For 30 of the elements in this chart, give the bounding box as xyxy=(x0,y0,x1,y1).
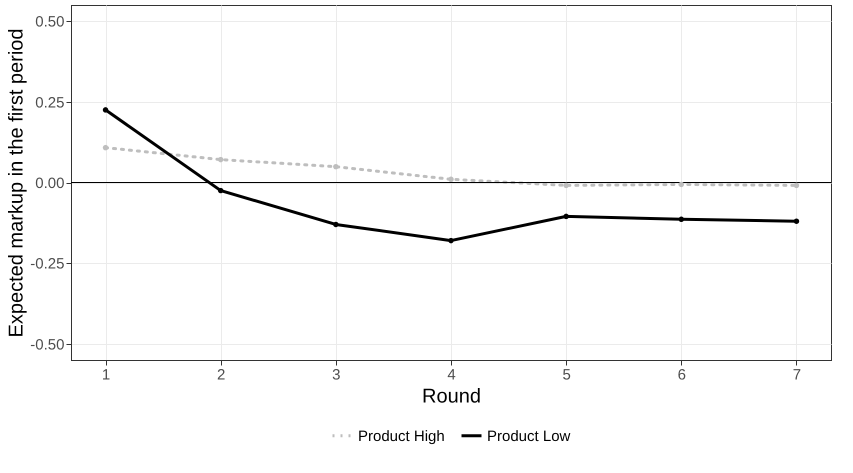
legend-label: Product High xyxy=(358,428,445,445)
y-tick-label: 0.00 xyxy=(35,175,64,192)
legend-label: Product Low xyxy=(487,428,571,445)
point xyxy=(218,156,224,162)
point xyxy=(333,222,339,228)
x-axis-title: Round xyxy=(422,386,481,408)
point xyxy=(448,176,454,182)
x-tick-label: 6 xyxy=(678,366,686,384)
point xyxy=(678,182,684,188)
y-tick-label: -0.25 xyxy=(30,256,64,273)
point xyxy=(678,216,684,222)
x-tick-label: 3 xyxy=(332,366,341,384)
point xyxy=(794,218,800,224)
x-tick-label: 1 xyxy=(102,366,110,384)
point xyxy=(102,107,108,113)
x-tick-label: 4 xyxy=(447,366,456,384)
point xyxy=(794,182,800,188)
point xyxy=(218,188,224,194)
point xyxy=(563,214,569,220)
y-tick-label: -0.50 xyxy=(30,336,64,354)
point xyxy=(102,144,108,150)
x-tick-label: 2 xyxy=(217,366,226,384)
point xyxy=(333,164,339,170)
x-tick-label: 5 xyxy=(562,366,571,384)
point xyxy=(448,238,454,244)
x-tick-label: 7 xyxy=(792,366,802,384)
y-tick-label: 0.50 xyxy=(35,14,64,31)
point xyxy=(563,182,569,188)
y-axis-title: Expected markup in the first period xyxy=(5,28,28,338)
y-tick-label: 0.25 xyxy=(35,94,64,112)
